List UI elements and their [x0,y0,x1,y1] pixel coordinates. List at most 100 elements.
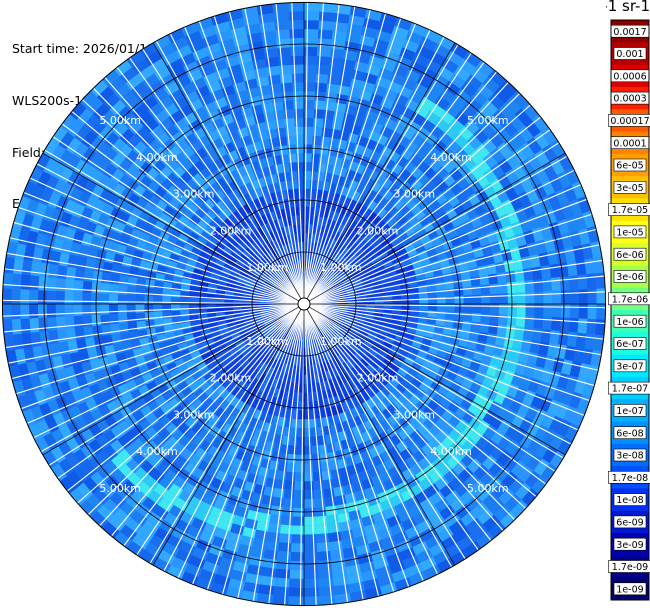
data-cell [278,542,292,552]
data-cell [29,289,39,304]
data-cell [504,439,520,456]
data-cell [490,414,504,430]
colorbar-tick-label: 6e-08 [616,428,643,439]
data-cell [51,162,66,180]
data-cell [29,317,40,333]
data-cell [157,549,176,565]
colorbar-tick-label: 1.7e-06 [612,294,648,305]
data-cell [205,552,222,566]
data-cell [345,347,355,357]
data-cell [85,195,99,211]
data-cell [163,490,179,505]
data-cell [560,290,571,304]
data-cell [284,118,295,128]
data-cell [296,153,304,163]
data-cell [126,458,141,474]
data-cell [199,366,211,377]
data-cell [543,355,556,371]
data-cell [320,461,331,472]
data-cell [473,392,486,406]
data-cell [238,357,248,367]
data-cell [185,360,197,371]
data-cell [396,382,408,393]
data-cell [93,488,110,505]
data-cell [334,494,347,506]
data-cell [185,237,197,248]
data-cell [145,426,159,441]
data-cell [596,288,606,304]
data-cell [331,566,347,578]
data-cell [304,490,315,500]
data-cell [359,561,376,573]
data-cell [84,372,97,387]
data-cell [476,531,494,548]
data-cell [64,279,75,292]
data-cell [184,563,203,578]
data-cell [104,251,116,264]
data-cell [87,246,99,260]
data-cell [117,211,131,225]
data-cell [560,304,571,318]
data-cell [266,65,280,77]
data-cell [174,358,186,369]
data-cell [442,421,456,435]
data-cell [444,512,461,528]
data-cell [167,397,180,411]
data-cell [498,488,515,505]
data-cell [251,333,261,341]
data-cell [276,38,291,49]
data-cell [172,429,186,443]
data-cell [204,433,217,446]
data-cell [345,359,355,369]
range-label: 4.00km [430,445,472,458]
data-cell [282,100,294,110]
data-cell [516,304,526,316]
range-label: 3.00km [394,408,436,421]
data-cell [304,126,314,136]
data-cell [294,126,304,136]
data-cell [326,514,339,525]
data-cell [422,404,435,417]
data-cell [181,226,193,238]
data-cell [480,284,490,295]
data-cell [86,493,104,511]
data-cell [203,493,218,507]
data-cell [428,345,439,355]
data-cell [42,205,56,222]
data-cell [470,276,481,287]
data-cell [191,410,204,423]
data-cell [178,490,194,504]
data-cell [472,304,482,314]
data-cell [134,467,150,482]
data-cell [350,366,360,376]
data-cell [436,289,446,297]
data-cell [263,111,275,122]
data-cell [316,542,330,552]
data-cell [379,375,390,386]
data-cell [330,468,341,480]
data-cell [261,30,277,42]
data-cell [117,304,127,314]
data-cell [29,216,43,233]
data-cell [242,433,254,445]
data-cell [132,452,148,468]
data-cell [488,460,504,477]
data-cell [205,387,217,399]
data-cell [168,483,184,498]
data-cell [25,199,39,217]
data-cell [490,304,500,315]
data-cell [293,100,304,110]
colorbar-tick-label: 3e-05 [616,183,643,194]
data-cell [36,171,52,189]
data-cell [236,400,247,412]
data-cell [416,519,433,534]
data-cell [229,251,240,261]
data-cell [93,394,107,409]
data-cell [288,2,304,12]
data-cell [209,250,220,260]
data-cell [38,219,51,236]
data-cell [304,29,319,39]
colorbar-tick-label: 3e-09 [616,540,643,551]
data-cell [514,386,528,402]
data-cell [52,412,67,429]
